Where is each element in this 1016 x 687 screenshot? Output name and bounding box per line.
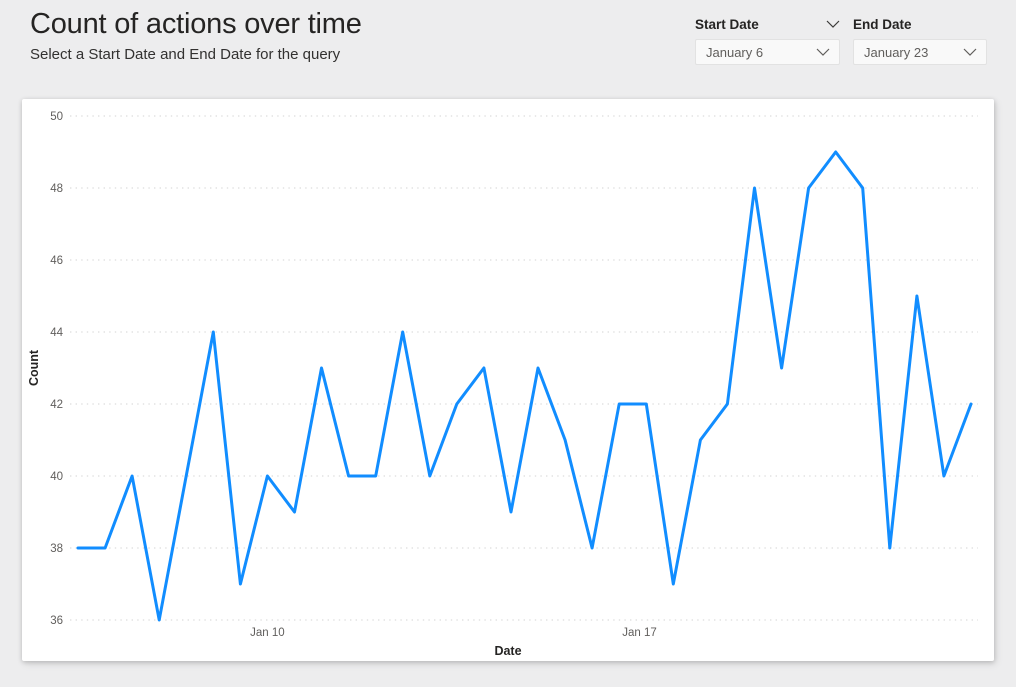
y-tick-label: 36 xyxy=(50,615,63,627)
start-date-slicer: Start Date January 6 xyxy=(695,14,840,65)
start-date-value: January 6 xyxy=(706,44,764,60)
y-tick-label: 42 xyxy=(50,399,63,411)
page-subtitle: Select a Start Date and End Date for the… xyxy=(30,46,341,63)
count-over-time-line-chart[interactable]: 36 38 40 42 44 46 48 50 Jan 10 Jan 17 Date Count xyxy=(22,99,994,661)
start-date-dropdown[interactable]: January 6 xyxy=(695,39,840,65)
line-chart-card[interactable]: 36 38 40 42 44 46 48 50 Jan 10 Jan 17 Date Count xyxy=(22,99,994,661)
x-axis-title: Date xyxy=(494,644,521,658)
end-date-slicer: End Date January 23 xyxy=(853,14,987,65)
y-tick-label: 40 xyxy=(50,471,63,483)
y-axis-title: Count xyxy=(27,349,41,386)
line-series[interactable] xyxy=(76,150,973,622)
end-date-dropdown[interactable]: January 23 xyxy=(853,39,987,65)
end-date-value: January 23 xyxy=(864,44,929,60)
chevron-down-icon[interactable] xyxy=(826,20,840,28)
y-tick-label: 46 xyxy=(50,255,63,267)
y-tick-label: 48 xyxy=(50,183,63,195)
x-tick-label: Jan 10 xyxy=(250,627,285,639)
x-tick-label: Jan 17 xyxy=(622,627,657,639)
chevron-down-icon xyxy=(816,48,830,56)
y-tick-label: 44 xyxy=(50,327,63,339)
page-title: Count of actions over time xyxy=(30,8,362,40)
end-date-slicer-header: End Date xyxy=(853,14,987,34)
end-date-label: End Date xyxy=(853,16,912,32)
y-tick-label: 50 xyxy=(50,111,63,123)
y-tick-label: 38 xyxy=(50,543,63,555)
start-date-slicer-header: Start Date xyxy=(695,14,840,34)
chevron-down-icon xyxy=(963,48,977,56)
start-date-label: Start Date xyxy=(695,16,759,32)
